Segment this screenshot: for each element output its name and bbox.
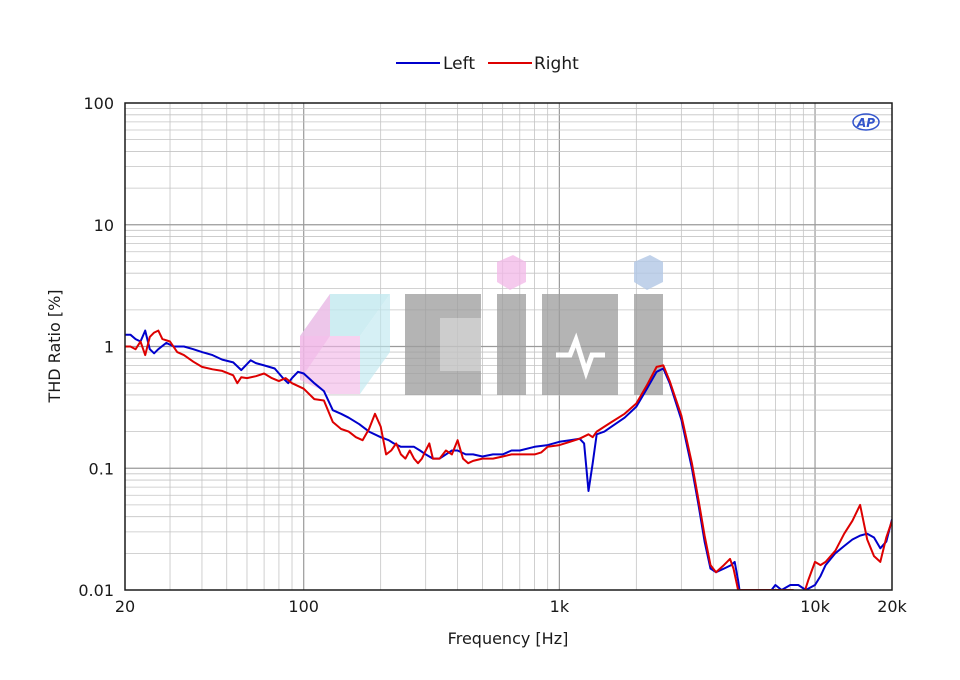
series-line-left <box>125 329 892 590</box>
legend-right-label: Right <box>534 54 579 74</box>
y-tick-label: 1 <box>104 338 114 357</box>
x-tick-label: 100 <box>288 597 319 616</box>
legend-left-label: Left <box>443 54 475 74</box>
plot-frame <box>124 102 893 591</box>
series-layer <box>125 329 892 590</box>
y-axis-label: THD Ratio [%] <box>45 289 64 403</box>
y-tick-label: 0.01 <box>78 581 114 600</box>
x-axis-label: Frequency [Hz] <box>448 629 569 648</box>
x-tick-label: 1k <box>550 597 570 616</box>
ap-logo: AP <box>852 113 880 131</box>
series-line-right <box>125 329 892 590</box>
x-tick-label: 10k <box>800 597 830 616</box>
cinmo-logo <box>300 255 663 395</box>
svg-text:AP: AP <box>856 116 875 130</box>
tick-labels: 20 100 1k 10k 20k 100 10 1 0.1 0.01 <box>78 94 907 616</box>
x-tick-label: 20 <box>115 597 135 616</box>
y-tick-label: 0.1 <box>89 459 114 478</box>
y-tick-label: 10 <box>94 216 114 235</box>
legend: Left Right <box>396 54 579 74</box>
y-tick-label: 100 <box>83 94 114 113</box>
x-tick-label: 20k <box>877 597 907 616</box>
